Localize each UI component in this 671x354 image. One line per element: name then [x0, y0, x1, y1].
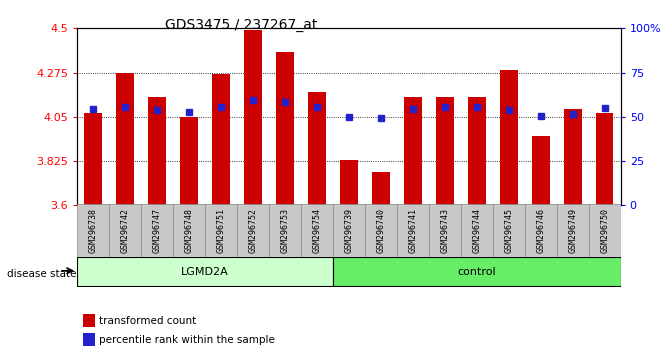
- Bar: [77, 204, 109, 258]
- Text: GSM296740: GSM296740: [376, 209, 385, 253]
- Bar: [205, 204, 237, 258]
- Text: GSM296746: GSM296746: [536, 209, 546, 253]
- Bar: [429, 204, 461, 258]
- Bar: [436, 97, 454, 205]
- Bar: [532, 137, 550, 205]
- Bar: [148, 97, 166, 205]
- Text: transformed count: transformed count: [99, 316, 196, 326]
- Text: LGMD2A: LGMD2A: [181, 267, 229, 277]
- Text: GSM296743: GSM296743: [440, 209, 450, 253]
- Bar: [340, 160, 358, 205]
- Bar: [85, 113, 102, 205]
- Text: GSM296741: GSM296741: [409, 209, 417, 253]
- Bar: [269, 204, 301, 258]
- Bar: [308, 92, 325, 205]
- Text: percentile rank within the sample: percentile rank within the sample: [99, 335, 275, 345]
- Bar: [404, 97, 421, 205]
- Bar: [77, 257, 333, 286]
- Text: GDS3475 / 237267_at: GDS3475 / 237267_at: [165, 18, 318, 32]
- Text: GSM296747: GSM296747: [152, 209, 162, 253]
- Bar: [333, 204, 365, 258]
- Bar: [109, 204, 141, 258]
- Bar: [588, 204, 621, 258]
- Text: GSM296751: GSM296751: [217, 209, 225, 253]
- Bar: [461, 204, 493, 258]
- Bar: [180, 117, 198, 205]
- Bar: [276, 52, 294, 205]
- Bar: [500, 70, 517, 205]
- Bar: [244, 30, 262, 205]
- Text: GSM296745: GSM296745: [505, 209, 513, 253]
- Bar: [468, 97, 486, 205]
- Bar: [372, 172, 390, 205]
- Bar: [333, 257, 621, 286]
- Bar: [564, 109, 582, 205]
- Bar: [365, 204, 397, 258]
- Bar: [301, 204, 333, 258]
- Text: disease state: disease state: [7, 269, 76, 279]
- Bar: [83, 314, 95, 327]
- Text: GSM296752: GSM296752: [248, 209, 258, 253]
- Bar: [83, 333, 95, 346]
- Text: GSM296744: GSM296744: [472, 209, 481, 253]
- Bar: [237, 204, 269, 258]
- Bar: [557, 204, 588, 258]
- Text: GSM296753: GSM296753: [280, 209, 289, 253]
- Text: GSM296739: GSM296739: [344, 209, 354, 253]
- Text: control: control: [458, 267, 496, 277]
- Text: GSM296742: GSM296742: [121, 209, 130, 253]
- Bar: [116, 73, 134, 205]
- Bar: [141, 204, 173, 258]
- Bar: [173, 204, 205, 258]
- Bar: [212, 74, 230, 205]
- Text: GSM296748: GSM296748: [185, 209, 193, 253]
- Bar: [525, 204, 557, 258]
- Text: GSM296750: GSM296750: [600, 209, 609, 253]
- Bar: [397, 204, 429, 258]
- Bar: [596, 113, 613, 205]
- Text: GSM296749: GSM296749: [568, 209, 577, 253]
- Text: GSM296754: GSM296754: [313, 209, 321, 253]
- Bar: [493, 204, 525, 258]
- Text: GSM296738: GSM296738: [89, 209, 98, 253]
